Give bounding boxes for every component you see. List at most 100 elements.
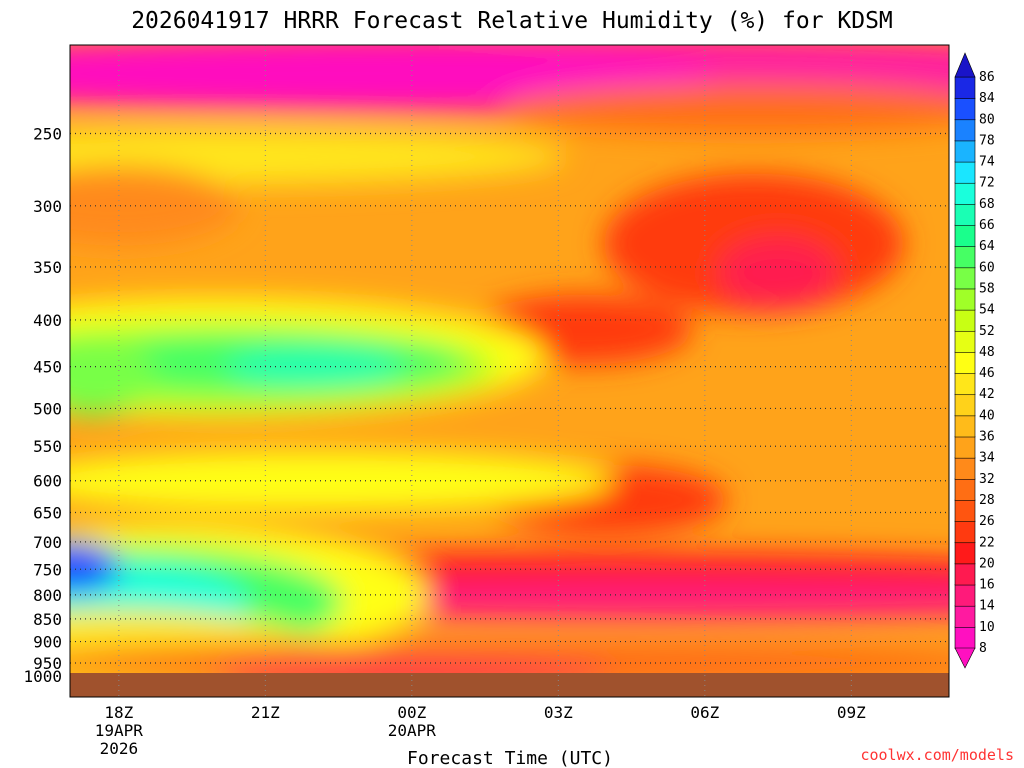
y-tick-label: 500 — [33, 399, 62, 418]
humidity-region — [718, 237, 839, 308]
colorbar-swatch — [954, 436, 976, 459]
ground-band — [70, 673, 949, 697]
x-tick-label: 06Z — [690, 703, 719, 722]
colorbar-swatch — [954, 161, 976, 184]
y-tick-label: 850 — [33, 610, 62, 629]
colorbar-swatch — [954, 203, 976, 226]
y-tick-label: 400 — [33, 311, 62, 330]
colorbar-label: 40 — [979, 408, 995, 423]
x-tick-label: 21Z — [251, 703, 280, 722]
y-axis: 250 300 350 400 450 500 550 600 650 700 750 800 850 9… — [23, 125, 62, 686]
humidity-region — [70, 165, 239, 246]
colorbar-label: 72 — [979, 176, 995, 191]
colorbar-label: 22 — [979, 535, 995, 550]
colorbar-label: 52 — [979, 324, 995, 339]
y-tick-label: 900 — [33, 633, 62, 652]
colorbar-label: 26 — [979, 514, 995, 529]
humidity-region — [211, 661, 612, 673]
colorbar-swatch — [954, 520, 976, 544]
humidity-field — [70, 45, 949, 673]
colorbar-swatch — [954, 245, 976, 269]
colorbar-label: 78 — [979, 133, 995, 148]
y-tick-label: 450 — [33, 358, 62, 377]
colorbar-swatch — [954, 563, 976, 586]
colorbar-max-arrow — [954, 52, 976, 78]
colorbar-swatch — [954, 457, 976, 480]
y-tick-label: 250 — [33, 125, 62, 144]
colorbar-swatch — [954, 330, 976, 353]
colorbar-swatch — [954, 351, 976, 374]
colorbar-label: 86 — [979, 70, 995, 85]
colorbar-label: 32 — [979, 472, 995, 487]
colorbar-swatch — [954, 182, 976, 205]
colorbar-label: 68 — [979, 197, 995, 212]
colorbar-label: 84 — [979, 91, 995, 106]
x-axis-label: Forecast Time (UTC) — [407, 748, 613, 768]
colorbar: 8 10 14 16 20 22 26 28 32 34 36 40 42 46 48 52 54 58 60 64 6… — [954, 52, 995, 669]
colorbar-swatch — [954, 76, 976, 99]
colorbar-label: 74 — [979, 155, 995, 170]
y-tick-label: 600 — [33, 472, 62, 491]
colorbar-swatch — [954, 309, 976, 332]
y-tick-label: 550 — [33, 437, 62, 456]
humidity-region — [224, 348, 405, 385]
humidity-region — [70, 128, 567, 185]
colorbar-swatch — [954, 393, 976, 417]
y-tick-label: 700 — [33, 533, 62, 552]
colorbar-label: 46 — [979, 366, 995, 381]
colorbar-label: 36 — [979, 430, 995, 445]
x-tick-label: 19APR — [95, 721, 144, 740]
colorbar-swatch — [954, 288, 976, 311]
humidity-region — [70, 335, 155, 416]
y-tick-label: 1000 — [23, 667, 62, 686]
y-tick-label: 650 — [33, 503, 62, 522]
colorbar-label: 14 — [979, 599, 995, 614]
colorbar-label: 8 — [979, 641, 987, 656]
x-tick-label: 18Z — [104, 703, 133, 722]
colorbar-label: 20 — [979, 556, 995, 571]
colorbar-label: 48 — [979, 345, 995, 360]
colorbar-swatch — [954, 267, 976, 290]
x-tick-label: 03Z — [544, 703, 573, 722]
colorbar-swatch — [954, 605, 976, 628]
humidity-region — [70, 450, 615, 511]
humidity-region — [503, 83, 949, 134]
colorbar-label: 60 — [979, 260, 995, 275]
colorbar-label: 66 — [979, 218, 995, 233]
colorbar-label: 10 — [979, 620, 995, 635]
colorbar-swatch — [954, 541, 976, 565]
y-tick-label: 300 — [33, 197, 62, 216]
colorbar-swatch — [954, 118, 976, 142]
colorbar-label: 58 — [979, 281, 995, 296]
x-tick-label: 20APR — [388, 721, 437, 740]
colorbar-label: 80 — [979, 112, 995, 127]
colorbar-swatch — [954, 478, 976, 501]
chart-title: 2026041917 HRRR Forecast Relative Humidi… — [131, 8, 893, 34]
source-credit: coolwx.com/models — [860, 746, 1014, 764]
colorbar-label: 34 — [979, 451, 995, 466]
colorbar-swatch — [954, 140, 976, 163]
x-tick-label: 00Z — [397, 703, 426, 722]
colorbar-label: 64 — [979, 239, 995, 254]
y-tick-label: 950 — [33, 654, 62, 673]
colorbar-label: 54 — [979, 303, 995, 318]
y-tick-label: 750 — [33, 560, 62, 579]
y-tick-label: 350 — [33, 258, 62, 277]
colorbar-swatch — [954, 372, 976, 396]
x-tick-label: 09Z — [837, 703, 866, 722]
humidity-region — [70, 540, 120, 593]
colorbar-swatch — [954, 224, 976, 247]
colorbar-swatch — [954, 584, 976, 607]
colorbar-swatch — [954, 626, 976, 649]
y-tick-label: 800 — [33, 586, 62, 605]
colorbar-label: 16 — [979, 578, 995, 593]
colorbar-label: 28 — [979, 493, 995, 508]
colorbar-min-arrow — [954, 647, 976, 669]
plot-area — [70, 45, 949, 673]
colorbar-swatch — [954, 415, 976, 438]
colorbar-swatch — [954, 97, 976, 121]
humidity-region — [70, 45, 715, 102]
plot-frame — [69, 44, 950, 698]
